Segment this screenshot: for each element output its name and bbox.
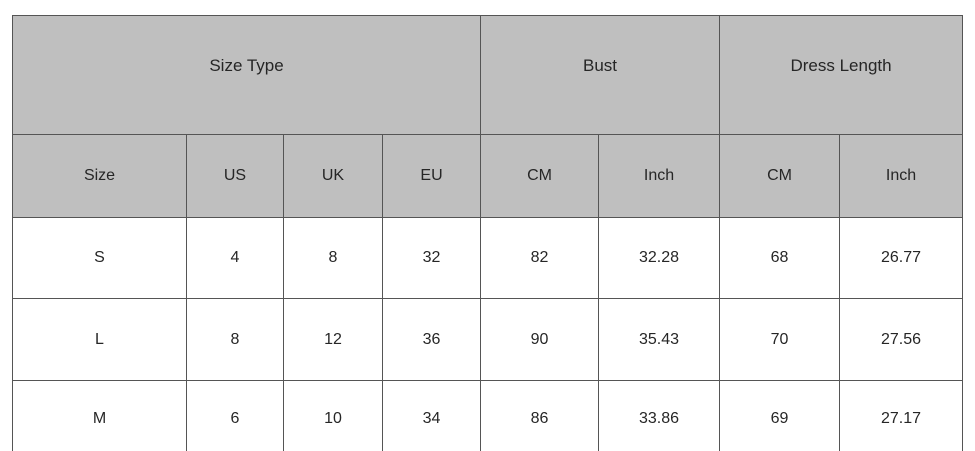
column-header-bust-inch: Inch [598,134,721,218]
cell-eu: 32 [381,217,482,299]
cell-us: 4 [186,217,284,299]
cell-length-inch: 26.77 [839,217,964,299]
column-header-uk: UK [283,134,383,218]
cell-length-cm: 68 [719,217,841,299]
column-header-us: US [186,134,284,218]
column-header-bust-cm: CM [480,134,600,218]
row-label-size: S [12,217,187,299]
table-row-l: L 8 12 36 90 35.43 70 27.56 [12,298,964,381]
column-header-eu: EU [381,134,482,218]
cell-bust-cm: 82 [480,217,600,299]
column-header-size: Size [12,134,187,218]
cell-us: 8 [186,298,284,381]
column-header-row: Size US UK EU CM Inch CM Inch [12,134,964,218]
cell-uk: 10 [283,380,383,451]
cell-length-inch: 27.17 [839,380,964,451]
cell-us: 6 [186,380,284,451]
row-label-size: M [12,380,187,451]
cell-length-inch: 27.56 [839,298,964,381]
size-chart-table: Size Type Bust Dress Length Size US UK E… [11,15,964,451]
cell-length-cm: 69 [719,380,841,451]
row-label-size: L [12,298,187,381]
cell-bust-inch: 35.43 [598,298,721,381]
cell-bust-inch: 33.86 [598,380,721,451]
table-row-s: S 4 8 32 82 32.28 68 26.77 [12,217,964,299]
column-header-length-cm: CM [719,134,841,218]
cell-bust-cm: 86 [480,380,600,451]
cell-bust-inch: 32.28 [598,217,721,299]
cell-length-cm: 70 [719,298,841,381]
header-group-size-type: Size Type [11,15,482,135]
table-row-m: M 6 10 34 86 33.86 69 27.17 [12,380,964,451]
cell-uk: 12 [283,298,383,381]
cell-eu: 34 [381,380,482,451]
header-group-dress-length: Dress Length [719,15,964,135]
header-group-bust: Bust [480,15,721,135]
header-group-row: Size Type Bust Dress Length [11,15,964,135]
cell-eu: 36 [381,298,482,381]
column-header-length-inch: Inch [839,134,964,218]
cell-uk: 8 [283,217,383,299]
cell-bust-cm: 90 [480,298,600,381]
